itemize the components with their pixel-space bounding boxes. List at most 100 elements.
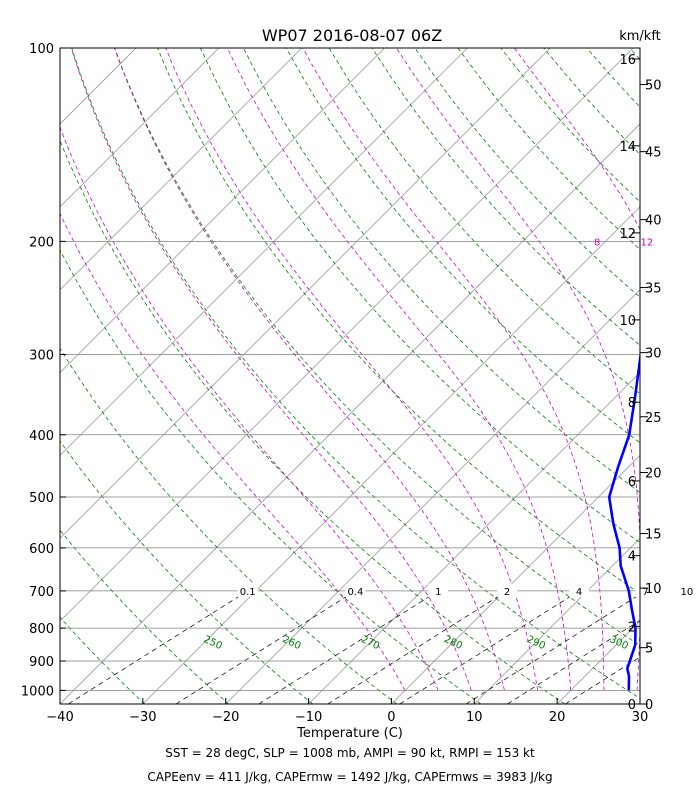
kft-tick-label: 35 (645, 282, 662, 297)
pressure-tick-label: 500 (29, 491, 54, 506)
kft-tick-label: 50 (645, 79, 662, 94)
mixing-ratio-label-bg (237, 583, 258, 597)
footer-line-2: CAPEenv = 411 J/kg, CAPErmw = 1492 J/kg,… (147, 770, 553, 784)
dry-adiabat-line (243, 48, 640, 493)
dry-adiabat-line (673, 48, 700, 704)
km-tick-label: 12 (619, 227, 636, 242)
km-tick-label: 8 (628, 396, 636, 411)
dry-adiabat-line (200, 48, 640, 544)
x-axis-label: Temperature (C) (296, 726, 403, 740)
isotherm-line (60, 123, 640, 704)
dry-adiabat-label: 260 (280, 634, 302, 652)
km-tick-label: 0 (628, 698, 636, 713)
pressure-tick-label: 100 (29, 42, 54, 57)
mixing-ratio-label: 7 (642, 587, 648, 598)
pressure-tick-label: 400 (29, 429, 54, 444)
moist-adiabat-line (60, 126, 439, 691)
dry-adiabat-line (60, 347, 397, 704)
mixing-ratio-label-bg (345, 583, 366, 597)
isotherm-line (60, 48, 137, 125)
dry-adiabat-line (60, 248, 482, 704)
km-tick-label: 14 (619, 140, 636, 155)
moist-adiabat-line (302, 48, 605, 691)
plot-frame (59, 47, 641, 705)
isotherm-line (60, 48, 385, 374)
temperature-tick-label: −10 (295, 710, 322, 725)
temperature-tick-label: 20 (549, 710, 566, 725)
kft-tick-label: 40 (645, 214, 662, 229)
dry-adiabat-label: 250 (202, 634, 224, 652)
isotherm-line (60, 48, 302, 291)
moist-adiabat-line (114, 48, 505, 691)
isotherm-line (60, 48, 551, 539)
mixing-ratio-line (327, 590, 508, 704)
temperature-tick-label: 10 (466, 710, 483, 725)
dry-adiabat-label: 300 (608, 634, 630, 652)
mixing-ratio-label: 0.4 (347, 587, 363, 598)
dewpoint-profile-line (607, 349, 640, 691)
pressure-tick-label: 600 (29, 542, 54, 557)
km-tick-label: 6 (628, 475, 636, 490)
km-tick-label: 2 (628, 620, 636, 635)
pressure-tick-label: 1000 (21, 684, 54, 699)
temperature-tick-label: −20 (212, 710, 239, 725)
temperature-tick-label: −40 (46, 710, 73, 725)
skew-t-chart: WP07 2016-08-07 06Z km/kft 8121620242832… (0, 26, 700, 740)
mixing-ratio-line (258, 590, 439, 704)
chart-title: WP07 2016-08-07 06Z (262, 26, 442, 45)
kft-tick-label: 45 (645, 146, 662, 161)
temperature-tick-label: 0 (387, 710, 395, 725)
pressure-tick-label: 700 (29, 585, 54, 600)
dry-adiabat-line (60, 139, 566, 704)
isotherm-line (60, 48, 634, 622)
km-tick-label: 4 (628, 550, 636, 565)
isotherm-line (0, 48, 53, 704)
dry-adiabat-line (114, 48, 640, 647)
mixing-ratio-label: 2 (504, 587, 510, 598)
dry-adiabat-label: 270 (359, 634, 381, 652)
moist-adiabat-line (165, 48, 538, 691)
kft-tick-label: 30 (645, 347, 662, 362)
temperature-tick-label: 30 (632, 710, 649, 725)
km-tick-label: 16 (619, 53, 636, 68)
kft-tick-label: 15 (645, 528, 662, 543)
kft-tick-label: 20 (645, 467, 662, 482)
pressure-tick-label: 300 (29, 348, 54, 363)
dry-adiabat-line (586, 48, 640, 108)
moist-adiabat-line (227, 48, 572, 691)
pressure-tick-label: 200 (29, 235, 54, 250)
dry-adiabat-line (285, 48, 640, 444)
temperature-tick-label: −30 (129, 710, 156, 725)
pressure-tick-label: 800 (29, 622, 54, 637)
moist-adiabat-line (396, 48, 640, 691)
mixing-ratio-label-bg (676, 583, 697, 597)
mixing-ratio-label: 10 (680, 587, 693, 598)
isotherm-line (308, 372, 640, 704)
dry-adiabat-line (60, 616, 145, 704)
kft-tick-label: 5 (645, 642, 653, 657)
kft-tick-label: 10 (645, 582, 662, 597)
mixing-ratio-label-bg (428, 583, 449, 597)
dry-adiabat-label: 290 (525, 634, 547, 652)
mixing-ratio-label-bg (569, 583, 590, 597)
isotherm-line (60, 48, 468, 456)
moist-adiabat-label: 8 (594, 237, 600, 248)
dry-adiabat-line (500, 48, 640, 203)
mixing-ratio-label-bg (497, 583, 518, 597)
plot-area (0, 48, 700, 704)
moist-adiabat-label: 12 (641, 237, 654, 248)
isotherm-line (60, 48, 220, 208)
isotherm-line (225, 289, 640, 704)
mixing-ratio-line (399, 590, 580, 704)
mixing-ratio-label: 1 (435, 587, 441, 598)
footer-line-1: SST = 28 degC, SLP = 1008 mb, AMPI = 90 … (165, 746, 535, 760)
isotherm-line (474, 537, 640, 704)
moist-adiabat-line (70, 48, 472, 691)
dry-adiabat-line (60, 440, 313, 704)
pressure-tick-label: 900 (29, 655, 54, 670)
mixing-ratio-label: 4 (576, 587, 582, 598)
kft-tick-label: 25 (645, 411, 662, 426)
dry-adiabat-label: 280 (442, 634, 464, 652)
kft-tick-label: 0 (645, 698, 653, 713)
